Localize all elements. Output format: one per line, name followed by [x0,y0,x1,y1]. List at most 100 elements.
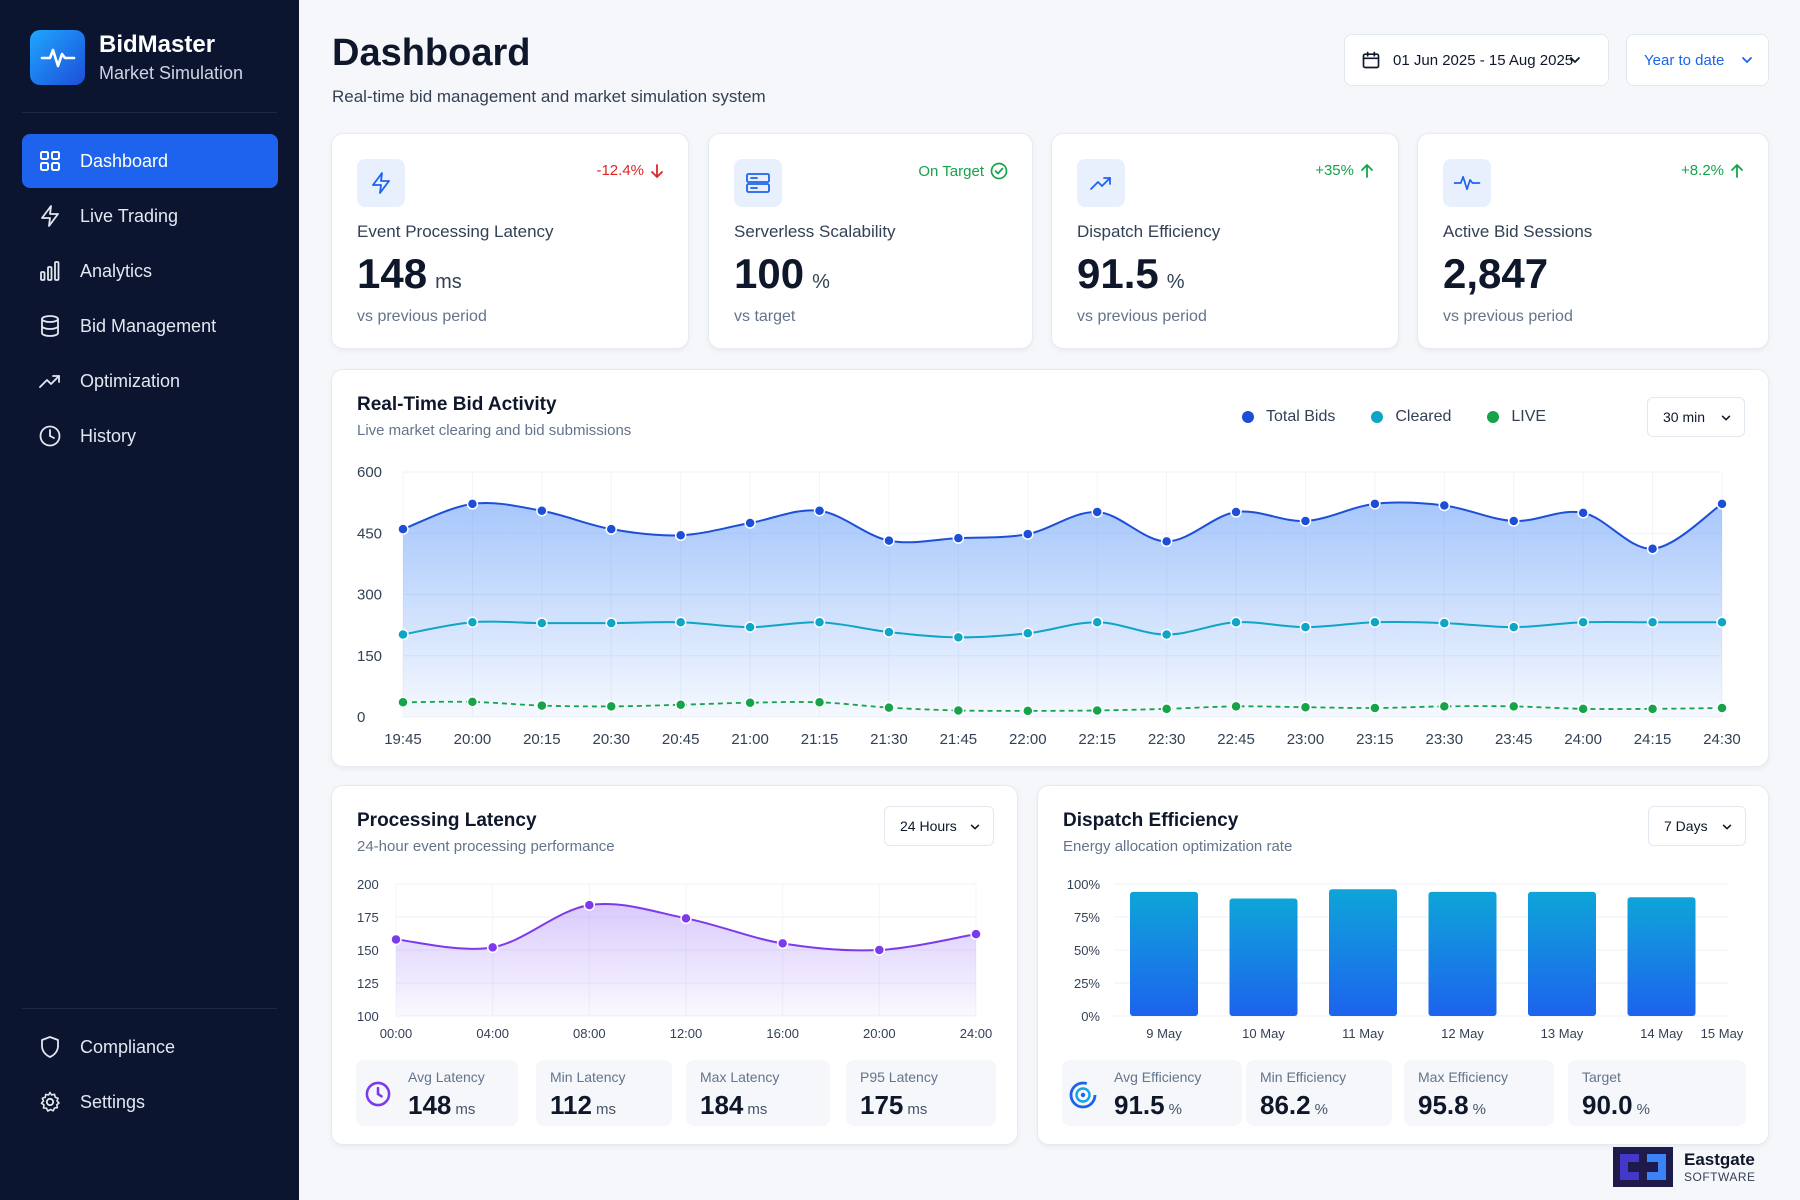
sidebar-item-label: Settings [80,1091,146,1112]
legend-item-cleared[interactable]: Cleared [1371,408,1451,426]
data-point [744,621,756,633]
bar-chart-icon [40,261,60,281]
x-tick-label: 23:15 [1356,731,1394,748]
pulse-icon [1443,159,1491,207]
date-range-picker[interactable]: 01 Jun 2025 - 15 Aug 2025 [1344,34,1609,86]
interval-select[interactable]: 30 min [1647,397,1745,437]
bid-activity-chart: 0 150 300 450 600 19:45 20:00 20:15 20:30 20:45 21… [357,464,1741,748]
kpi-footnote: vs previous period [1077,308,1207,325]
sidebar-item-compliance[interactable]: Compliance [22,1020,278,1074]
data-point [813,505,826,517]
kpi-label: Event Processing Latency [357,222,554,241]
y-tick-label: 100% [1067,877,1101,892]
kpi-value: 2,847 [1443,250,1549,297]
y-tick-label: 0 [357,709,365,726]
bar-10-may [1229,898,1298,1016]
efficiency-range-select[interactable]: 7 Days [1648,806,1746,846]
sidebar-item-label: Analytics [80,260,153,281]
chevron-down-icon [1742,57,1752,64]
data-point [1577,507,1589,519]
date-range-value: 01 Jun 2025 - 15 Aug 2025 [1393,51,1574,69]
legend-item-live[interactable]: LIVE [1487,408,1546,426]
check-circle-icon [990,162,1008,180]
stat-max-latency: Max Latency 184 ms [686,1060,830,1126]
card-subtitle: Live market clearing and bid submissions [357,422,632,439]
latency-range-select[interactable]: 24 Hours [884,806,994,846]
x-tick-label: 9 May [1146,1026,1182,1041]
dispatch-efficiency-chart: 0% 25% 50% 75% 100% 9 May 10 May 11 May 12 May 13… [1067,877,1744,1041]
sidebar-item-analytics[interactable]: Analytics [22,244,278,298]
pulse-icon [30,30,85,85]
brand[interactable]: BidMaster Market Simulation [30,30,243,85]
stat-max-efficiency: Max Efficiency 95.8% [1404,1060,1554,1126]
data-point [1716,616,1728,629]
sidebar-item-settings[interactable]: Settings [22,1075,278,1129]
x-tick-label: 24:30 [1703,731,1741,748]
sidebar-item-live-trading[interactable]: Live Trading [22,189,278,243]
data-point [744,517,756,529]
data-point [776,937,789,950]
sidebar-item-dashboard[interactable]: Dashboard [22,134,278,188]
x-tick-label: 10 May [1242,1026,1285,1041]
sidebar-item-bid-management[interactable]: Bid Management [22,299,278,353]
eastgate-logo-mark [1613,1147,1673,1187]
kpi-card-sessions[interactable]: +8.2% Active Bid Sessions 2,847 vs previ… [1417,133,1769,349]
server-icon [734,159,782,207]
efficiency-stats: Avg Efficiency 91.5% Min Efficiency 86.2… [1062,1060,1746,1126]
data-point [1716,498,1728,510]
kpi-badge: +8.2% [1681,162,1744,179]
y-tick-label: 175 [357,910,379,925]
data-point [883,626,895,638]
data-point [1091,616,1103,629]
data-point [1438,617,1451,629]
data-point [952,704,965,717]
x-tick-label: 12:00 [670,1026,703,1041]
sidebar-item-optimization[interactable]: Optimization [22,354,278,408]
data-point [1507,621,1520,633]
x-tick-label: 24:00 [1564,731,1602,748]
x-tick-label: 16:00 [766,1026,799,1041]
legend-item-total-bids[interactable]: Total Bids [1242,408,1335,426]
card-subtitle: 24-hour event processing performance [357,838,615,855]
bottom-nav: Compliance Settings [22,1020,278,1130]
kpi-card-latency[interactable]: -12.4% Event Processing Latency 148 ms vs… [331,133,689,349]
data-point [466,498,479,510]
data-point [1230,700,1242,713]
data-point [1507,515,1520,527]
x-tick-label: 15 May [1701,1026,1744,1041]
series-line-cleared [402,620,1722,639]
kpi-label: Active Bid Sessions [1443,222,1593,241]
series-line-live [402,700,1723,712]
database-icon [41,315,59,337]
sidebar-item-label: Compliance [80,1036,176,1057]
period-select[interactable]: Year to date [1626,34,1769,86]
bar-11-may [1329,889,1397,1016]
dispatch-efficiency-card: Dispatch Efficiency Energy allocation op… [1037,785,1769,1145]
legend-swatch [1487,411,1500,423]
latency-stats: Avg Latency 148 ms Min Latency 112 ms Max … [356,1060,996,1126]
kpi-card-dispatch[interactable]: +35% Dispatch Efficiency 91.5% vs previo… [1051,133,1399,349]
data-point [1091,704,1103,717]
kpi-card-scalability[interactable]: On Target Serverless Scalability 100% vs… [708,133,1033,349]
chart-legend: Total Bids Cleared LIVE [1242,408,1582,426]
sidebar-item-history[interactable]: History [22,409,278,463]
data-point [1646,543,1659,555]
x-tick-label: 23:45 [1495,731,1533,748]
stat-avg-efficiency: Avg Efficiency 91.5% [1062,1060,1242,1126]
arrow-up-icon [1361,163,1373,178]
bar-12-may [1428,891,1497,1016]
lightning-icon [41,205,59,227]
chevron-down-icon [1721,415,1731,421]
data-point [397,523,409,535]
data-point [536,699,548,712]
kpi-label: Dispatch Efficiency [1077,222,1221,241]
arrow-up-icon [1731,163,1743,178]
y-tick-label: 75% [1074,910,1100,925]
x-tick-label: 23:00 [1287,731,1325,748]
data-point [1438,700,1451,713]
sidebar-item-label: History [80,425,137,446]
y-tick-label: 150 [357,943,379,958]
x-tick-label: 19:45 [384,731,422,748]
data-point [397,696,409,709]
y-tick-label: 50% [1074,943,1100,958]
